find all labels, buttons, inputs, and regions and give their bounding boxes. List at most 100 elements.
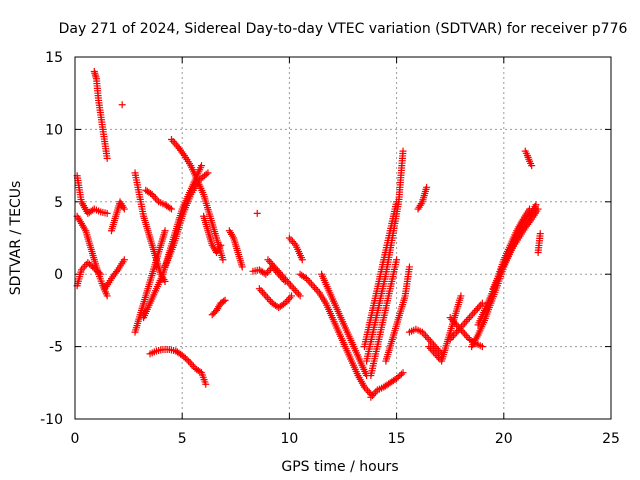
series-arc-w bbox=[296, 270, 375, 398]
axis-ticks bbox=[74, 56, 612, 420]
y-tick-label: -10 bbox=[40, 412, 63, 428]
x-tick-label: 25 bbox=[602, 431, 620, 447]
data-point bbox=[478, 299, 486, 307]
data-point bbox=[167, 136, 175, 144]
data-point bbox=[166, 204, 174, 212]
series-arc-ac bbox=[382, 263, 413, 365]
data-point bbox=[167, 205, 175, 213]
data-point bbox=[103, 292, 111, 300]
grid-lines bbox=[75, 57, 611, 419]
data-point bbox=[290, 285, 298, 293]
data-point bbox=[428, 339, 436, 347]
series-arc-ab bbox=[367, 369, 407, 401]
data-point bbox=[457, 323, 465, 331]
data-point bbox=[399, 147, 407, 155]
data-point bbox=[264, 256, 272, 264]
data-point bbox=[161, 227, 169, 235]
x-tick-label: 0 bbox=[71, 431, 80, 447]
data-point bbox=[288, 283, 296, 291]
data-point bbox=[433, 352, 441, 360]
data-point bbox=[405, 263, 413, 271]
data-point bbox=[426, 344, 434, 352]
data-point bbox=[204, 169, 212, 177]
data-point bbox=[120, 205, 128, 213]
data-point bbox=[103, 209, 111, 217]
data-point bbox=[260, 290, 268, 298]
data-point bbox=[263, 294, 271, 302]
chart-title: Day 271 of 2024, Sidereal Day-to-day VTE… bbox=[59, 21, 628, 37]
data-point bbox=[255, 285, 263, 293]
x-axis-label: GPS time / hours bbox=[281, 459, 398, 475]
data-point bbox=[306, 278, 314, 286]
data-point bbox=[454, 326, 462, 334]
data-point bbox=[536, 230, 544, 238]
data-point bbox=[287, 236, 295, 244]
series-arc-h bbox=[131, 169, 169, 285]
data-point bbox=[475, 303, 483, 311]
data-point bbox=[467, 312, 475, 320]
data-point bbox=[265, 296, 273, 304]
data-point bbox=[477, 301, 485, 309]
series-arc-p bbox=[200, 212, 225, 256]
data-point bbox=[474, 305, 482, 313]
data-point bbox=[364, 387, 372, 395]
data-point bbox=[97, 270, 105, 278]
x-tick-label: 5 bbox=[178, 431, 187, 447]
data-point bbox=[431, 350, 439, 358]
data-point bbox=[534, 205, 542, 213]
data-point bbox=[428, 346, 436, 354]
series-arc-j bbox=[142, 186, 175, 213]
data-point bbox=[295, 290, 303, 298]
y-axis-label: SDTVAR / TECUs bbox=[8, 181, 24, 296]
data-point bbox=[532, 201, 540, 209]
series-arc-ae bbox=[405, 325, 446, 358]
data-point bbox=[286, 281, 294, 289]
series-arc-f bbox=[118, 101, 126, 109]
data-point bbox=[433, 344, 441, 352]
data-point bbox=[285, 279, 293, 287]
data-point bbox=[221, 296, 229, 304]
data-point bbox=[188, 361, 196, 369]
y-tick-label: 10 bbox=[45, 122, 63, 138]
data-point bbox=[259, 288, 267, 296]
series-arc-g bbox=[101, 256, 128, 293]
data-point bbox=[425, 335, 433, 343]
data-point bbox=[311, 284, 319, 292]
data-point bbox=[262, 292, 270, 300]
series-arc-i bbox=[131, 227, 169, 336]
data-point bbox=[426, 337, 434, 345]
data-point bbox=[285, 234, 293, 242]
data-point bbox=[451, 330, 459, 338]
data-point bbox=[459, 328, 467, 336]
series-arc-u bbox=[264, 256, 304, 300]
data-point bbox=[453, 328, 461, 336]
x-tick-label: 10 bbox=[280, 431, 298, 447]
data-point bbox=[526, 205, 534, 213]
data-point bbox=[464, 315, 472, 323]
data-point bbox=[461, 330, 469, 338]
y-tick-label: 5 bbox=[54, 195, 63, 211]
data-point bbox=[238, 263, 246, 271]
series-arc-ah bbox=[446, 299, 486, 343]
data-point bbox=[423, 183, 431, 191]
data-point bbox=[202, 170, 210, 178]
series-arc-t bbox=[255, 285, 296, 312]
data-point bbox=[423, 334, 431, 342]
data-point bbox=[430, 341, 438, 349]
data-point bbox=[103, 154, 111, 162]
series-arc-z bbox=[363, 147, 407, 365]
data-point bbox=[470, 308, 478, 316]
data-point bbox=[456, 325, 464, 332]
data-point bbox=[296, 292, 304, 300]
data-points bbox=[73, 67, 544, 401]
data-point bbox=[457, 292, 465, 300]
series-arc-d bbox=[90, 67, 111, 162]
data-point bbox=[298, 256, 306, 264]
data-point bbox=[309, 282, 317, 290]
series-arc-am bbox=[534, 230, 544, 256]
data-point bbox=[478, 343, 486, 351]
data-point bbox=[217, 241, 225, 249]
data-point bbox=[161, 277, 169, 285]
series-arc-m bbox=[167, 136, 227, 264]
